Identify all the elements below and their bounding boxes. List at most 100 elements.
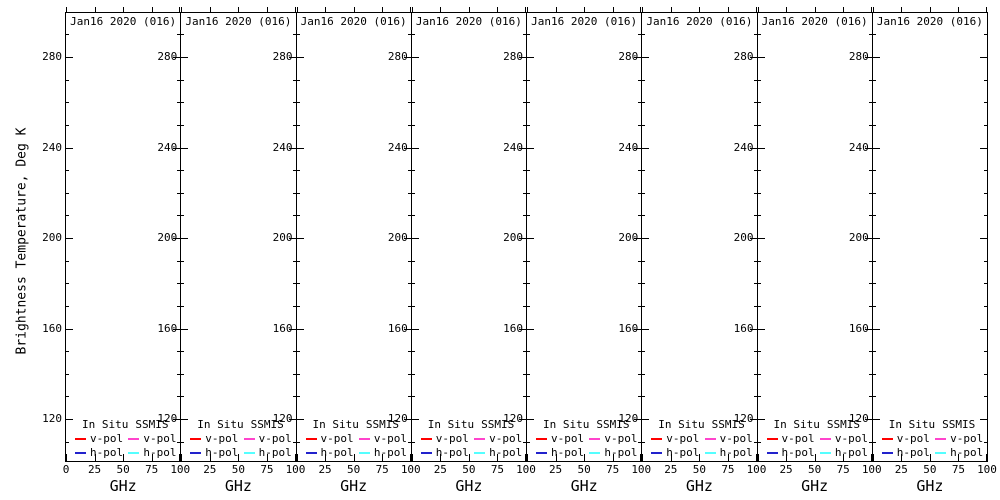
y-minor-tick <box>177 215 181 217</box>
x-tick-label: 75 <box>145 463 159 476</box>
y-major-tick <box>403 147 411 149</box>
y-minor-tick <box>66 79 69 81</box>
x-major-tick <box>353 454 355 461</box>
y-minor-tick <box>66 373 69 375</box>
y-major-tick <box>173 147 181 149</box>
y-major-tick <box>296 57 304 58</box>
y-minor-tick <box>527 305 530 307</box>
subplot-panel: Jan16 2020 (016) 280 240 200 160 120 25 50 75 10… <box>734 7 882 494</box>
y-minor-tick <box>638 170 642 172</box>
legend-line-sample <box>704 438 716 440</box>
y-minor-tick <box>181 124 185 126</box>
y-minor-tick <box>407 170 411 172</box>
legend-group: SSMIS v-pol h-pol <box>589 418 637 460</box>
subplot-panel: Jan16 2020 (016) 280 240 200 160 120 25 50 75 10… <box>849 7 997 494</box>
y-major-tick <box>749 419 757 420</box>
y-minor-tick <box>411 283 415 285</box>
legend: In Situ v-pol h-pol SSMIS v-pol h-pol <box>766 418 868 460</box>
y-tick-label: 120 <box>618 412 639 425</box>
legend-entry: h-pol <box>128 446 176 460</box>
legend-entry-label: v-pol <box>950 432 984 445</box>
y-minor-tick <box>527 102 530 104</box>
y-minor-tick <box>753 79 757 81</box>
x-major-tick <box>468 454 470 461</box>
y-minor-tick <box>757 170 761 172</box>
legend-entry: h-pol <box>881 446 935 460</box>
y-major-tick <box>519 238 526 239</box>
y-major-tick <box>403 57 411 58</box>
y-tick-label: 280 <box>503 50 523 63</box>
y-major-tick <box>864 328 872 330</box>
legend-entry-label: h-pol <box>143 446 177 459</box>
legend-entry: h-pol <box>75 446 128 460</box>
x-major-tick <box>209 454 211 461</box>
y-tick-label: 280 <box>157 50 178 63</box>
y-minor-tick <box>638 260 642 262</box>
legend-entry: h-pol <box>243 446 292 460</box>
y-minor-tick <box>296 351 300 353</box>
y-minor-tick <box>292 373 296 375</box>
y-minor-tick <box>642 305 646 307</box>
y-minor-tick <box>296 192 300 194</box>
legend-line-sample <box>243 452 255 454</box>
legend-group-header: In Situ <box>543 418 590 431</box>
legend-group-header: In Situ <box>197 418 244 431</box>
y-minor-tick <box>292 305 296 307</box>
x-major-tick <box>94 454 96 461</box>
y-minor-tick <box>296 305 300 307</box>
y-tick-label: 120 <box>157 412 178 425</box>
legend-entry-label: h-pol <box>489 446 523 459</box>
y-minor-tick <box>872 170 876 172</box>
y-major-tick <box>66 238 73 239</box>
x-major-tick <box>66 454 67 461</box>
legend-group-header: SSMIS <box>135 418 169 431</box>
x-tick-label: 100 <box>516 463 536 476</box>
legend-entry: v-pol <box>190 432 243 446</box>
legend-entry-label: v-pol <box>666 432 700 445</box>
x-tick-label: 25 <box>664 463 678 476</box>
x-major-tick <box>325 454 327 461</box>
legend-entry: v-pol <box>536 432 589 446</box>
legend-group-header: SSMIS <box>942 418 976 431</box>
panel-title: Jan16 2020 (016) <box>415 15 522 28</box>
y-minor-tick <box>181 260 185 262</box>
subplot-panel: Jan16 2020 (016) 280 240 200 160 120 25 50 75 10… <box>157 7 305 494</box>
y-minor-tick <box>523 396 526 398</box>
y-minor-tick <box>296 373 300 375</box>
y-minor-tick <box>642 34 646 36</box>
legend: In Situ v-pol h-pol SSMIS v-pol h-pol <box>75 418 176 460</box>
y-minor-tick <box>868 34 872 36</box>
y-minor-tick <box>638 102 642 104</box>
x-top-tick <box>151 7 153 12</box>
y-minor-tick <box>753 351 757 353</box>
y-minor-tick <box>638 283 642 285</box>
y-major-tick <box>66 57 73 58</box>
x-major-tick <box>843 454 845 461</box>
y-major-tick <box>288 57 296 58</box>
legend-line-sample <box>819 438 831 440</box>
y-major-tick <box>872 328 880 330</box>
legend-group: In Situ v-pol h-pol <box>190 418 244 460</box>
y-minor-tick <box>292 283 296 285</box>
y-tick-label: 120 <box>848 412 869 425</box>
legend-entry: h-pol <box>589 446 637 460</box>
y-minor-tick <box>296 396 300 398</box>
y-major-tick <box>181 147 189 149</box>
y-minor-tick <box>527 192 530 194</box>
x-top-tick <box>642 7 644 12</box>
y-major-tick <box>642 238 650 239</box>
legend-line-sample <box>190 438 202 440</box>
legend-entry: v-pol <box>128 432 176 446</box>
panel-title: Jan16 2020 (016) <box>185 15 292 28</box>
x-major-tick <box>699 454 701 461</box>
y-major-tick <box>864 57 872 58</box>
x-top-tick <box>872 7 874 12</box>
x-tick-label: 100 <box>977 463 997 476</box>
y-major-tick <box>173 419 181 420</box>
x-axis-label: GHz <box>340 477 368 495</box>
y-minor-tick <box>984 34 987 36</box>
y-minor-tick <box>66 192 69 194</box>
y-minor-tick <box>523 283 526 285</box>
y-minor-tick <box>407 373 411 375</box>
y-minor-tick <box>872 373 876 375</box>
